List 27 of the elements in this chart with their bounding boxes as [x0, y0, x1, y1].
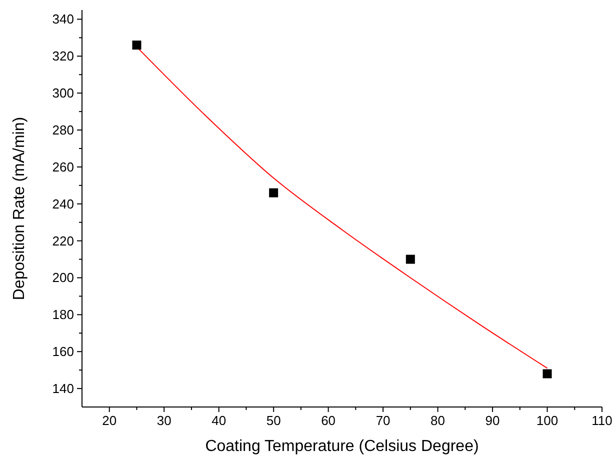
y-tick-label: 280 [52, 122, 74, 138]
x-axis-title: Coating Temperature (Celsius Degree) [205, 438, 479, 455]
y-tick-label: 260 [52, 159, 74, 174]
x-tick-label: 60 [321, 413, 336, 428]
x-tick-label: 30 [156, 413, 172, 428]
y-tick-label: 140 [52, 381, 74, 396]
y-tick-label: 160 [52, 344, 74, 360]
x-tick-label: 110 [592, 413, 612, 428]
x-tick-label: 40 [212, 413, 226, 428]
y-tick-label: 220 [52, 233, 74, 248]
y-tick-label: 300 [52, 86, 74, 101]
x-tick-label: 90 [485, 413, 500, 428]
y-tick-label: 340 [52, 12, 74, 27]
x-tick-label: 100 [536, 413, 558, 428]
x-tick-label: 20 [102, 413, 117, 428]
y-tick-label: 240 [52, 196, 74, 212]
point [542, 369, 552, 378]
y-tick-label: 320 [52, 48, 74, 64]
point [406, 254, 415, 264]
x-tick-label: 70 [376, 413, 390, 428]
point [132, 40, 142, 50]
y-tick-label: 180 [52, 307, 74, 322]
x-tick-label: 80 [430, 413, 446, 428]
y-axis-title: Deposition Rate (mA/min) [11, 116, 28, 300]
x-tick-label: 50 [266, 413, 281, 428]
y-tick-label: 200 [52, 270, 74, 286]
point [269, 188, 278, 198]
